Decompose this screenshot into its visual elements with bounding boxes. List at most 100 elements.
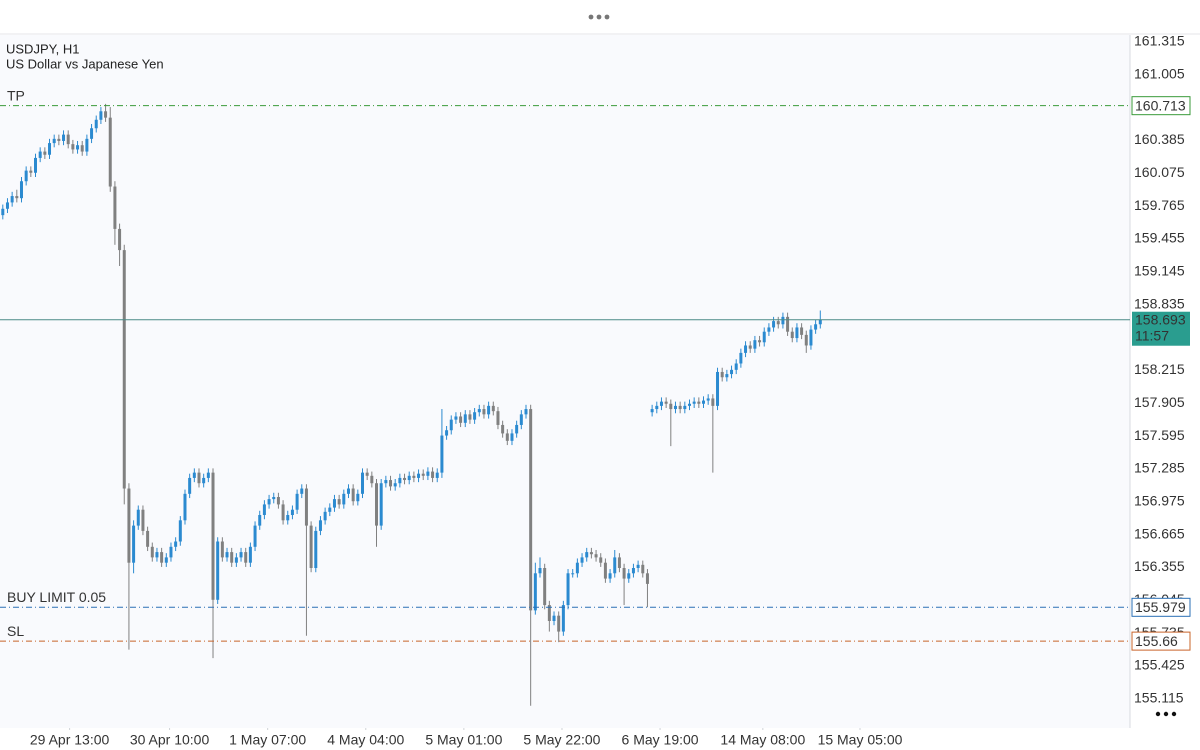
candle-body: [178, 520, 182, 542]
candle-body: [809, 329, 813, 346]
candle-body: [57, 138, 61, 141]
level-tag: [1131, 631, 1191, 651]
candle-body: [407, 475, 411, 481]
candle-body: [1, 208, 5, 216]
candle-body: [234, 557, 238, 563]
candle-body: [519, 414, 523, 425]
candle-body: [346, 488, 350, 494]
x-tick-label: 4 May 04:00: [327, 732, 404, 748]
candle-body: [375, 483, 379, 526]
candle-body: [384, 480, 388, 484]
candle-body: [127, 488, 131, 563]
candle-body: [276, 497, 280, 505]
candle-body: [734, 363, 738, 370]
x-tick-label: 29 Apr 13:00: [30, 732, 110, 748]
level-tag-value: 155.66: [1135, 633, 1178, 649]
candle-body: [711, 398, 715, 406]
x-tick-label: 5 May 01:00: [425, 732, 502, 748]
candle-body: [463, 414, 467, 423]
candle-body: [272, 497, 276, 500]
candle-body: [515, 424, 519, 434]
candle-body: [804, 334, 808, 346]
last-price-timer: 11:57: [1135, 327, 1169, 343]
candle-body: [613, 557, 617, 574]
candle-body: [730, 369, 734, 375]
candle-body: [538, 567, 542, 574]
candle-body: [62, 134, 66, 141]
candle-body: [650, 409, 654, 413]
y-tick-label: 159.455: [1134, 230, 1185, 246]
candle-body: [356, 493, 360, 502]
candle-body: [491, 405, 495, 412]
candle-body: [445, 430, 449, 436]
candle-body: [314, 530, 318, 568]
candle-body: [164, 557, 168, 563]
candle-body: [673, 405, 677, 410]
candle-body: [85, 138, 89, 152]
candle-body: [108, 117, 112, 187]
candle-body: [786, 316, 790, 332]
candle-body: [435, 472, 439, 478]
candle-body: [160, 552, 164, 563]
candle-body: [655, 405, 659, 410]
level-label: SL: [7, 623, 24, 639]
candle-body: [146, 530, 150, 547]
chart-subtitle: US Dollar vs Japanese Yen: [6, 56, 164, 71]
candle-body: [683, 405, 687, 410]
candle-body: [286, 515, 290, 521]
candle-body: [183, 493, 187, 521]
candle-body: [351, 488, 355, 502]
x-tick-label: 15 May 05:00: [818, 732, 903, 748]
candle-body: [403, 477, 407, 481]
candle-body: [725, 374, 729, 378]
candle-body: [76, 145, 80, 150]
candle-body: [370, 475, 374, 484]
candle-body: [398, 477, 402, 484]
y-tick-label: 161.005: [1134, 65, 1185, 81]
candle-body: [169, 546, 173, 558]
candle-body: [417, 473, 421, 478]
candle-body: [767, 327, 771, 332]
candle-body: [510, 433, 514, 441]
x-tick-label: 30 Apr 10:00: [130, 732, 210, 748]
candle-body: [529, 409, 533, 611]
candle-body: [244, 552, 248, 563]
menu-dots[interactable]: [588, 14, 610, 20]
more-dots[interactable]: [1155, 711, 1177, 717]
candle-body: [99, 111, 103, 120]
candle-body: [440, 435, 444, 473]
candle-body: [94, 119, 98, 129]
candle-body: [697, 401, 701, 404]
candle-body: [482, 409, 486, 415]
x-tick-label: 1 May 07:00: [229, 732, 306, 748]
candle-body: [748, 345, 752, 349]
candle-body: [150, 546, 154, 558]
candle-body: [80, 145, 84, 152]
candle-body: [71, 144, 75, 150]
chart-title: USDJPY, H1: [6, 41, 79, 56]
candle-body: [636, 564, 640, 568]
candle-body: [664, 401, 668, 404]
candle-body: [192, 472, 196, 478]
level-tag-value: 160.713: [1135, 97, 1186, 113]
candle-body: [323, 511, 327, 521]
y-tick-label: 156.355: [1134, 558, 1185, 574]
candle-body: [66, 134, 70, 145]
candle-body: [617, 557, 621, 568]
candle-body: [533, 573, 537, 611]
candle-body: [622, 567, 626, 579]
candle-body: [739, 352, 743, 364]
candle-body: [716, 371, 720, 406]
candle-body: [412, 475, 416, 478]
candle-body: [599, 557, 603, 563]
level-tag: [1131, 96, 1191, 116]
candle-body: [295, 493, 299, 510]
candle-body: [328, 507, 332, 512]
candle-body: [818, 319, 822, 325]
y-tick-label: 158.215: [1134, 361, 1185, 377]
candle-body: [365, 472, 369, 476]
y-tick-label: 157.595: [1134, 427, 1185, 443]
candle-body: [814, 324, 818, 330]
candle-body: [421, 473, 425, 476]
candle-body: [585, 552, 589, 558]
